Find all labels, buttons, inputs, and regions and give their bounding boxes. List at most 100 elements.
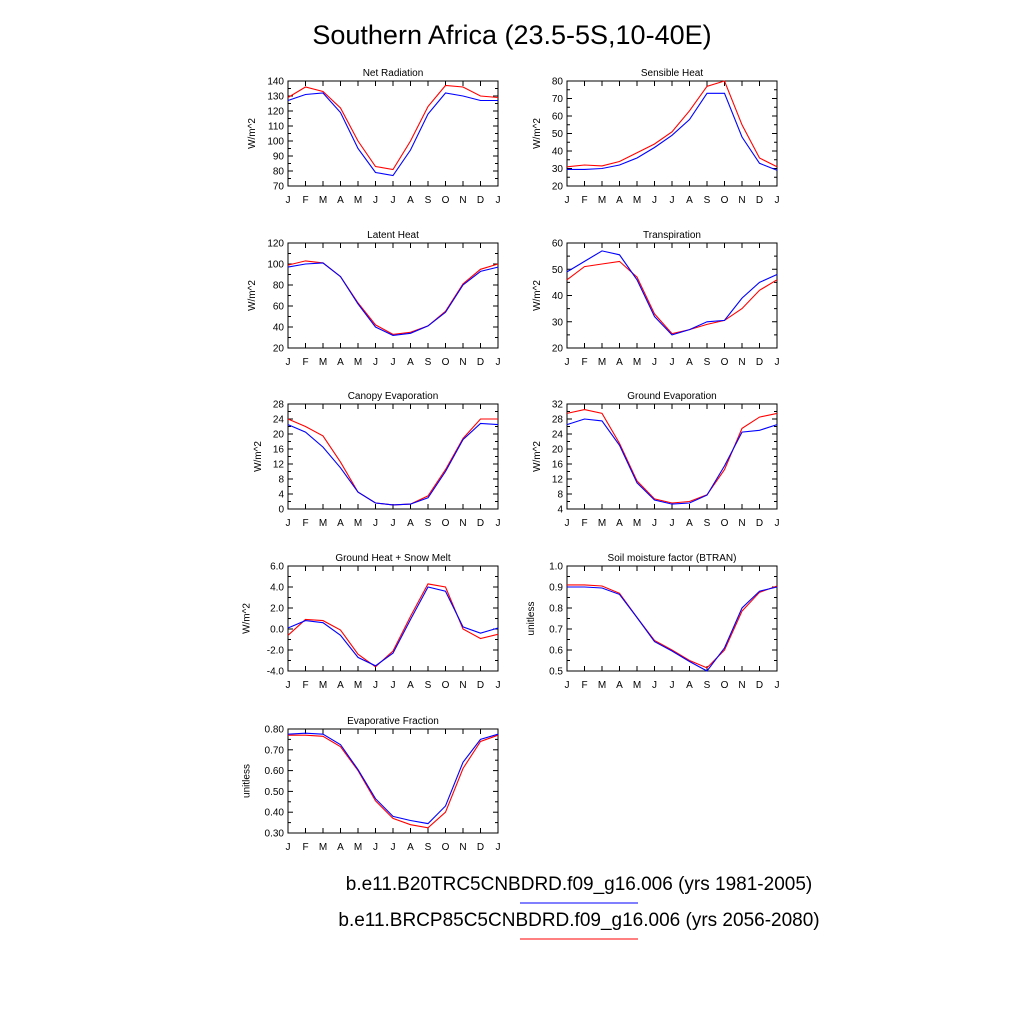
x-tick-label: O [442,680,450,691]
x-tick-label: A [686,680,693,691]
x-tick-label: J [391,195,396,206]
y-tick-label: 0.80 [265,725,285,736]
y-tick-label: 40 [273,323,285,334]
x-tick-label: M [319,195,327,206]
x-tick-label: S [425,195,432,206]
x-tick-label: N [459,357,466,368]
x-tick-label: M [319,842,327,853]
y-tick-label: 0.60 [265,766,285,777]
x-tick-label: O [721,680,729,691]
x-tick-label: F [581,357,587,368]
x-tick-label: O [442,357,450,368]
panel-title-latent-heat: Latent Heat [367,230,419,241]
x-tick-label: M [633,680,641,691]
y-tick-label: 50 [552,129,564,140]
x-tick-label: J [565,195,570,206]
y-axis-label: unitless [242,764,253,798]
y-tick-label: 8 [557,490,563,501]
y-tick-label: 4 [557,505,563,516]
series-line-blue [567,92,778,171]
x-tick-label: A [407,842,414,853]
x-tick-label: A [337,195,344,206]
x-tick-label: J [286,518,291,529]
y-axis-label: unitless [526,602,537,636]
y-tick-label: 0.7 [549,625,563,636]
y-tick-label: 60 [552,112,564,123]
y-tick-label: 12 [552,475,564,486]
x-tick-label: J [652,195,657,206]
figure-title: Southern Africa (23.5-5S,10-40E) [312,20,711,50]
x-tick-label: S [425,842,432,853]
x-tick-label: S [704,195,711,206]
x-tick-label: J [496,195,501,206]
x-tick-label: J [373,842,378,853]
x-tick-label: A [686,518,693,529]
x-tick-label: D [756,680,763,691]
y-tick-label: 0.0 [270,625,284,636]
y-tick-label: 20 [552,445,564,456]
panel-soil-moisture-factor-btran: Soil moisture factor (BTRAN)J F M A M J J A S O N D… [526,553,779,691]
y-tick-label: 4.0 [270,583,284,594]
series-line-blue [566,250,778,336]
series-line-blue [567,586,778,672]
x-tick-label: J [775,357,780,368]
panel-title-transpiration: Transpiration [643,230,701,241]
series-line-red [566,80,778,168]
x-tick-label: N [738,357,745,368]
y-tick-label: 20 [552,344,564,355]
series-line-red [566,409,778,504]
y-tick-label: -4.0 [267,667,285,678]
y-tick-label: 30 [552,164,564,175]
x-tick-label: F [581,518,587,529]
panel-title-ground-evaporation: Ground Evaporation [627,391,717,402]
series-line-red [287,84,499,171]
x-tick-label: J [373,680,378,691]
x-tick-label: J [286,357,291,368]
y-axis-label: W/m^2 [532,280,543,311]
x-tick-label: M [598,357,606,368]
x-tick-label: M [633,195,641,206]
y-tick-label: 80 [552,77,564,88]
x-tick-label: A [616,680,623,691]
x-tick-label: O [721,518,729,529]
y-tick-label: 28 [552,415,564,426]
y-tick-label: 0.70 [265,745,285,756]
x-tick-label: J [391,518,396,529]
series-line-red [288,734,499,829]
x-tick-label: J [670,680,675,691]
x-tick-label: F [581,680,587,691]
x-tick-label: J [775,518,780,529]
x-tick-label: J [670,195,675,206]
x-tick-label: J [391,680,396,691]
y-tick-label: 140 [267,77,284,88]
x-tick-label: O [442,518,450,529]
x-tick-label: O [442,195,450,206]
y-tick-label: 0.6 [549,646,563,657]
x-tick-label: D [756,195,763,206]
panel-title-sensible-heat: Sensible Heat [641,68,703,79]
y-tick-label: 130 [267,92,284,103]
x-tick-label: S [704,518,711,529]
x-tick-label: M [354,680,362,691]
x-tick-label: D [477,518,484,529]
series-line-blue [566,418,778,505]
y-tick-label: 20 [273,430,285,441]
x-tick-label: D [477,842,484,853]
x-tick-label: M [633,518,641,529]
x-tick-label: J [652,680,657,691]
x-tick-label: A [686,195,693,206]
x-tick-label: M [598,195,606,206]
series-line-red [566,260,778,335]
y-tick-label: -2.0 [267,646,285,657]
legend: b.e11.B20TRC5CNBDRD.f09_g16.006 (yrs 198… [338,874,820,940]
y-tick-label: 120 [267,107,284,118]
y-tick-label: 60 [552,239,564,250]
y-tick-label: 16 [273,445,285,456]
